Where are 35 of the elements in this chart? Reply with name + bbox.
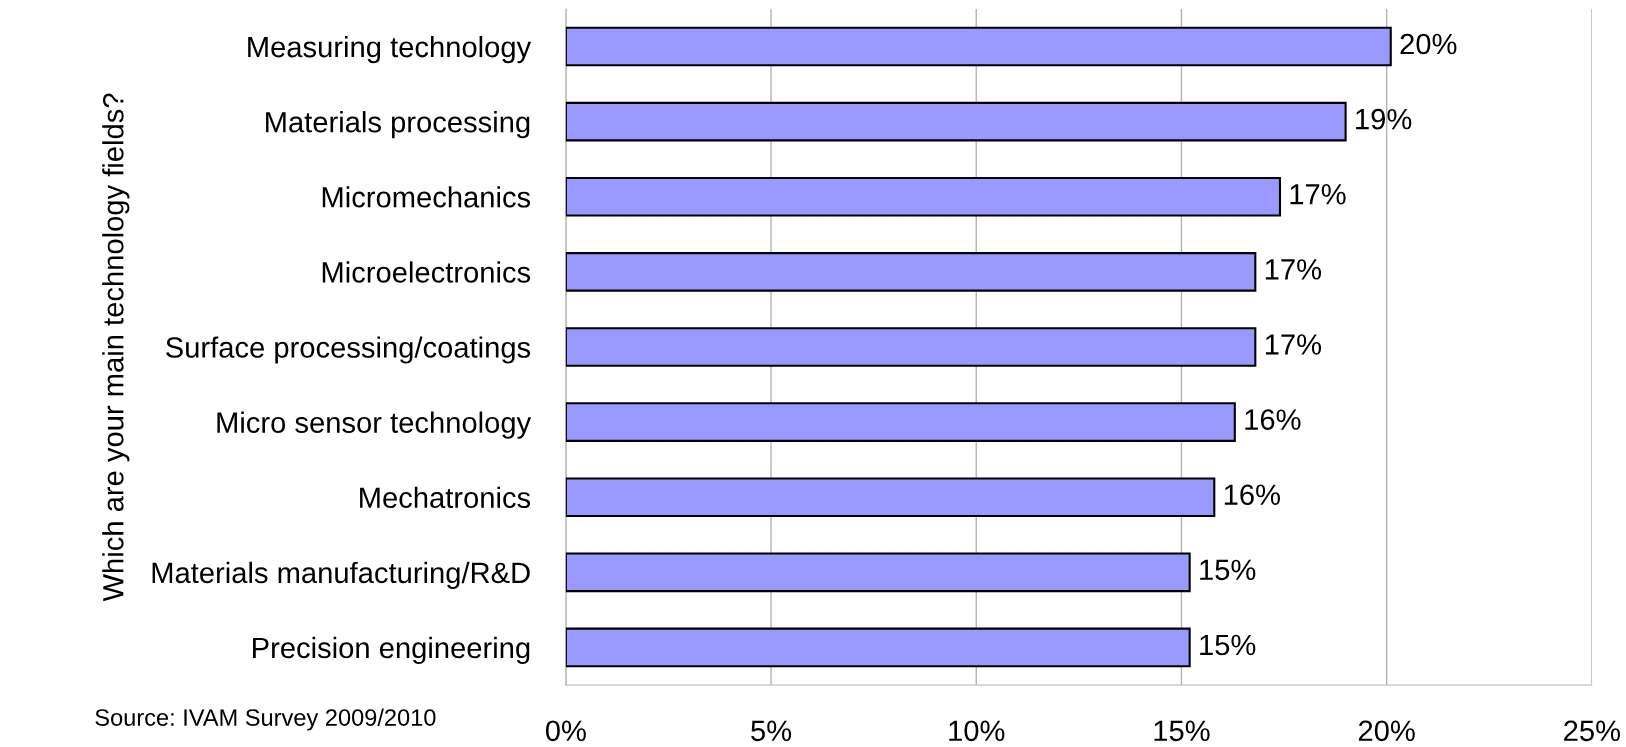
y-tick-label: Micro sensor technology xyxy=(217,411,532,439)
data-label: 15% xyxy=(1200,559,1256,581)
x-tick-label: 5% xyxy=(751,720,792,742)
y-tick-label: Precision engineering xyxy=(253,636,530,665)
data-label: 17% xyxy=(1265,259,1321,280)
y-axis-title: Which are your main technology fields? xyxy=(102,93,130,602)
bar xyxy=(565,327,1257,367)
y-tick-label: Surface processing/coatings xyxy=(166,336,531,364)
data-label: 17% xyxy=(1265,334,1321,355)
bar xyxy=(565,252,1257,292)
y-tick-label: Measuring technology xyxy=(248,35,532,64)
y-tick-label: Mechatronics xyxy=(360,486,531,509)
y-tick-label: Microelectronics xyxy=(322,261,531,283)
bar xyxy=(565,627,1191,668)
y-tick-label: Materials processing xyxy=(266,111,530,139)
data-label: 15% xyxy=(1200,634,1256,656)
data-label: 17% xyxy=(1290,184,1346,205)
bar xyxy=(565,552,1191,593)
x-tick-label: 25% xyxy=(1564,720,1621,742)
x-tick-label: 10% xyxy=(949,720,1005,742)
data-label: 16% xyxy=(1245,409,1301,430)
bar xyxy=(565,176,1281,217)
y-tick-label: Materials manufacturing/R&D xyxy=(152,561,530,589)
bar xyxy=(565,26,1392,67)
source-note: Source: IVAM Survey 2009/2010 xyxy=(95,708,436,731)
bar xyxy=(565,477,1216,518)
y-tick-label: Micromechanics xyxy=(322,186,531,208)
bar xyxy=(565,101,1347,142)
x-tick-label: 20% xyxy=(1358,720,1415,742)
x-tick-label: 0% xyxy=(545,720,586,742)
bar xyxy=(565,402,1236,442)
data-label: 16% xyxy=(1224,484,1280,506)
x-tick-label: 15% xyxy=(1154,720,1210,742)
data-label: 19% xyxy=(1356,108,1412,130)
data-label: 20% xyxy=(1400,33,1457,55)
